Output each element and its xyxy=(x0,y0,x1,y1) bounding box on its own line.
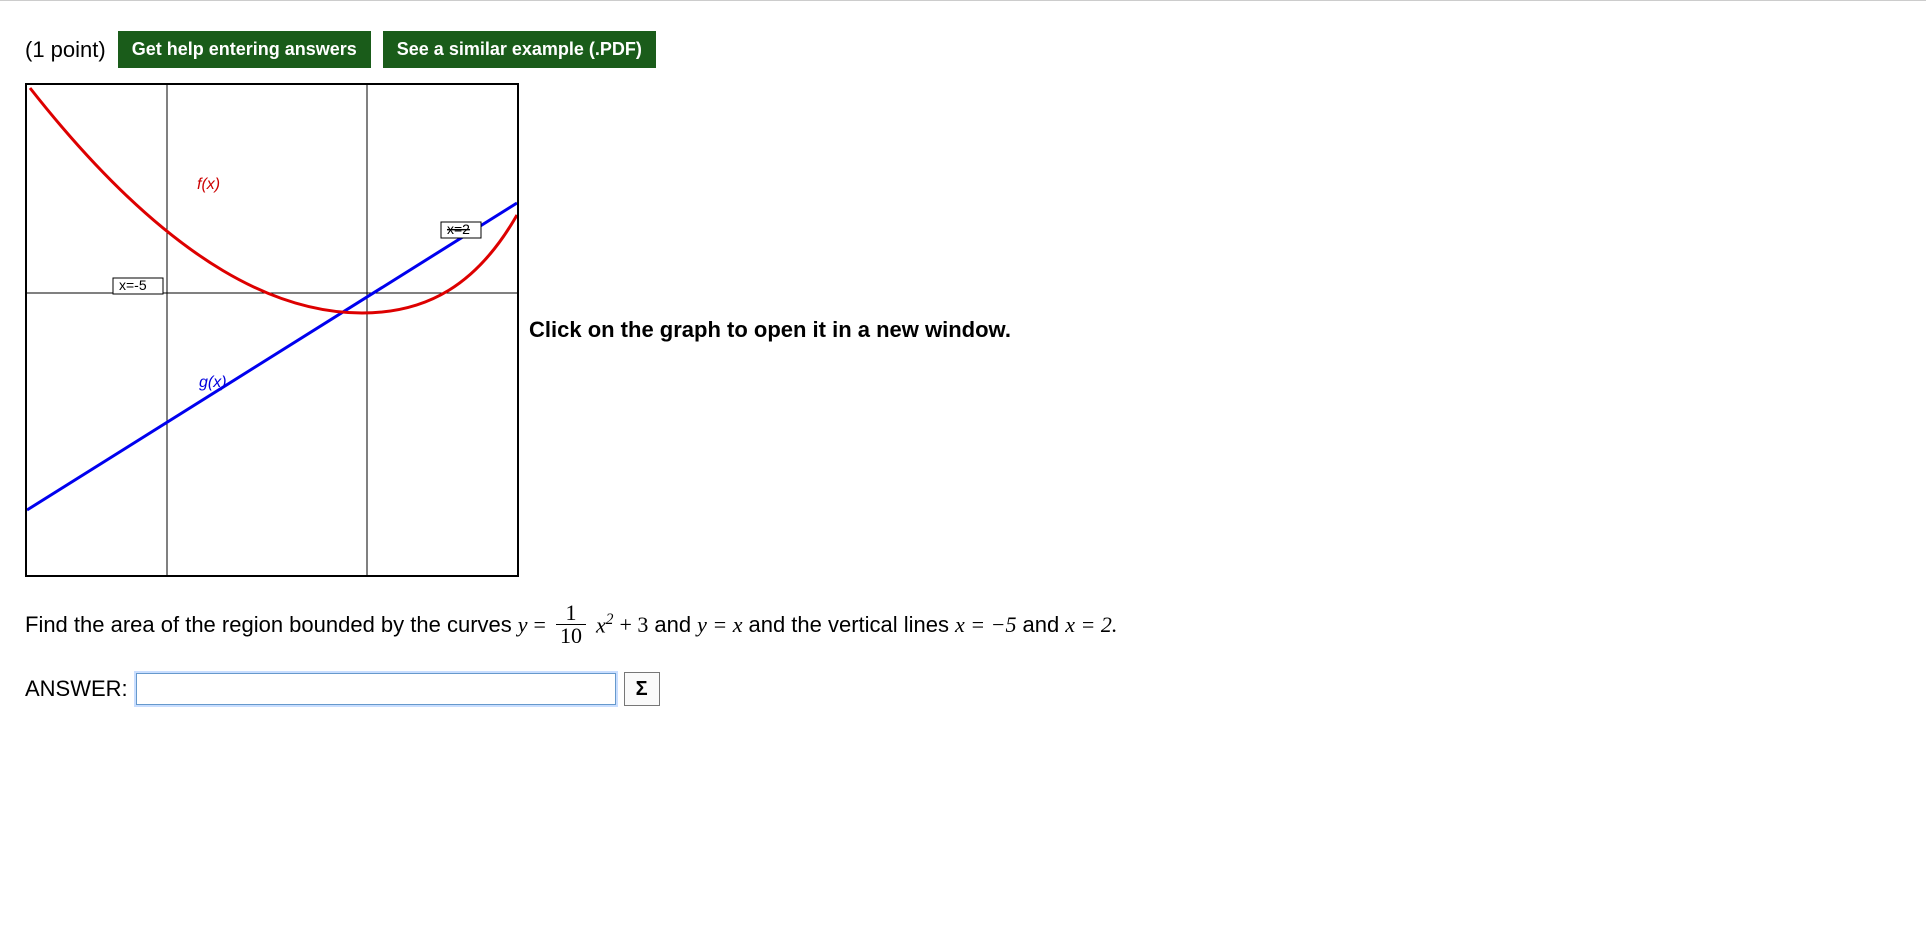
label-x-2: x=2 xyxy=(447,221,470,237)
header-row: (1 point) Get help entering answers See … xyxy=(25,31,1901,68)
and2: and xyxy=(1023,612,1060,638)
g-label: g(x) xyxy=(199,374,227,391)
eq1-x-term: x2 xyxy=(596,611,613,638)
eq-sign-1: = xyxy=(534,612,546,638)
problem-container: (1 point) Get help entering answers See … xyxy=(0,0,1926,736)
answer-input[interactable] xyxy=(136,673,616,705)
graph-caption: Click on the graph to open it in a new w… xyxy=(529,317,1011,343)
eq1-fraction: 1 10 xyxy=(556,602,586,647)
question-mid: and the vertical lines xyxy=(748,612,949,638)
eq1-y: y xyxy=(518,612,528,638)
points-label: (1 point) xyxy=(25,37,106,63)
eq1-const: + 3 xyxy=(619,612,648,638)
f-curve xyxy=(30,88,517,313)
answer-label: ANSWER: xyxy=(25,676,128,702)
sigma-icon: Σ xyxy=(636,678,648,701)
eq1-frac-den: 10 xyxy=(556,624,586,647)
eq2: y = x xyxy=(697,612,742,638)
similar-example-button[interactable]: See a similar example (.PDF) xyxy=(383,31,656,68)
label-x-minus-5: x=-5 xyxy=(119,277,147,293)
question-text: Find the area of the region bounded by t… xyxy=(25,602,1901,647)
f-label: f(x) xyxy=(197,176,220,193)
graph-svg: x=-5 x=2 f(x) g(x) xyxy=(27,85,517,575)
eq3: x = −5 xyxy=(955,612,1016,638)
question-intro: Find the area of the region bounded by t… xyxy=(25,612,512,638)
eq1-exponent: 2 xyxy=(606,611,614,628)
equation-editor-button[interactable]: Σ xyxy=(624,672,660,706)
eq4: x = 2. xyxy=(1065,612,1117,638)
g-line xyxy=(27,203,517,510)
problem-graph[interactable]: x=-5 x=2 f(x) g(x) xyxy=(25,83,519,577)
help-entering-answers-button[interactable]: Get help entering answers xyxy=(118,31,371,68)
eq1-frac-num: 1 xyxy=(561,602,580,624)
graph-row: x=-5 x=2 f(x) g(x) Click on the graph to… xyxy=(25,83,1901,577)
and1: and xyxy=(654,612,691,638)
answer-row: ANSWER: Σ xyxy=(25,672,1901,706)
